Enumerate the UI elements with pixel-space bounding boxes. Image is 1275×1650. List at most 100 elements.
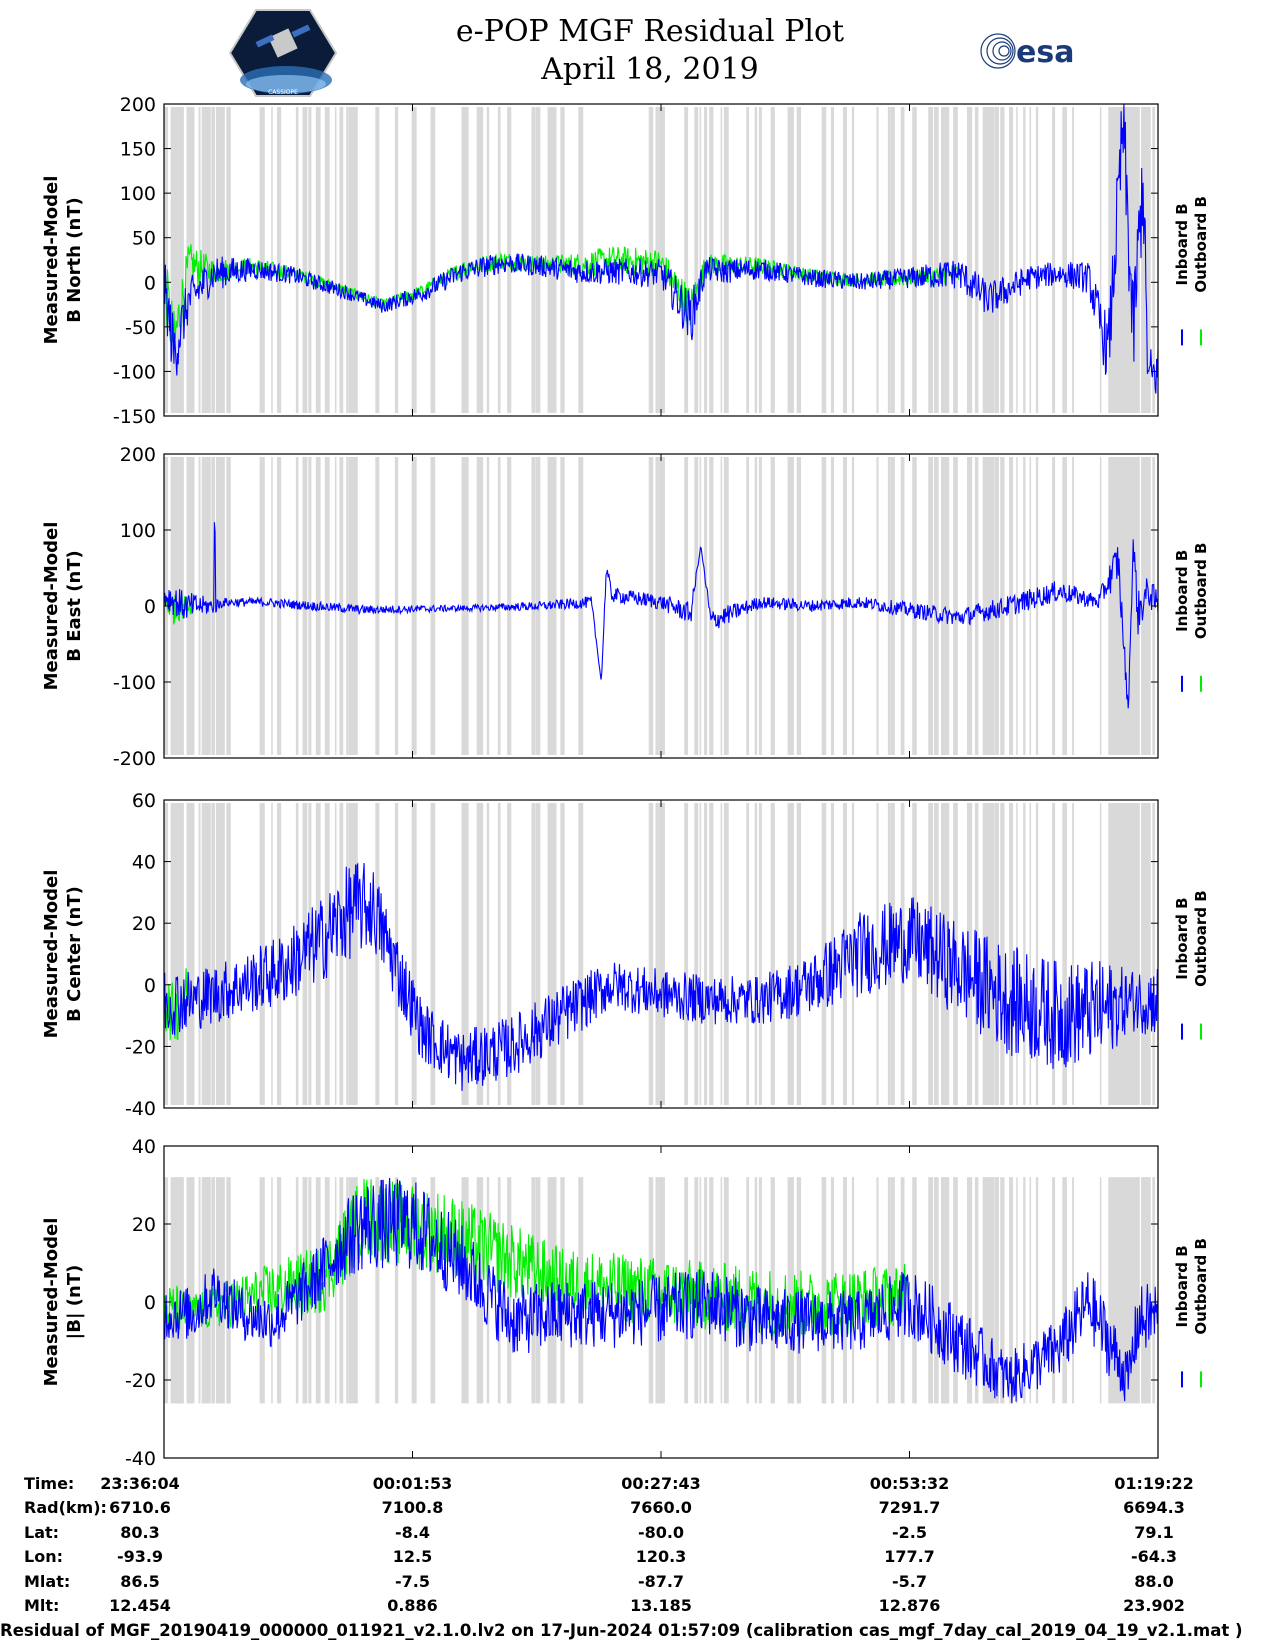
data-gap-band — [430, 803, 436, 1105]
data-gap-band — [334, 107, 337, 413]
data-gap-band — [796, 107, 800, 413]
y-tick-label: -40 — [125, 1098, 156, 1120]
y-axis-label: |B| (nT) — [64, 1265, 85, 1340]
data-gap-band — [348, 1177, 352, 1404]
legend: Inboard B Outboard B — [1173, 196, 1210, 346]
data-gap-band — [271, 107, 273, 413]
data-gap-band — [346, 107, 349, 413]
data-gap-band — [315, 457, 321, 755]
data-gap-band — [686, 457, 689, 755]
data-gap-band — [694, 457, 699, 755]
info-cell: 00:01:53 — [372, 1474, 453, 1493]
data-gap-band — [1029, 457, 1032, 755]
data-gap-band — [277, 107, 282, 413]
page-subtitle-date: April 18, 2019 — [541, 52, 759, 87]
data-gap-band — [578, 107, 584, 413]
info-cell: -80.0 — [637, 1522, 685, 1542]
data-gap-band — [430, 1177, 436, 1404]
data-gap-band — [201, 457, 207, 755]
data-gap-band — [686, 107, 689, 413]
data-gap-band — [211, 803, 214, 1105]
data-gap-band — [176, 1177, 181, 1404]
data-gap-band — [164, 803, 168, 1105]
data-gap-band — [463, 107, 467, 413]
info-row-label: Mlat: — [24, 1571, 71, 1591]
data-gap-band — [354, 107, 357, 413]
data-gap-band — [1052, 457, 1056, 755]
y-tick-label: 20 — [132, 1214, 156, 1236]
data-gap-band — [1062, 1177, 1067, 1404]
data-gap-band — [198, 803, 201, 1105]
y-tick-label: -20 — [125, 1370, 156, 1392]
info-cell: 6694.3 — [1123, 1498, 1185, 1518]
data-gap-band — [798, 1177, 802, 1404]
data-gap-band — [900, 457, 905, 755]
data-gap-band — [928, 457, 933, 755]
data-gap-band — [173, 803, 176, 1105]
data-gap-band — [560, 803, 565, 1105]
data-gap-band — [1035, 803, 1039, 1105]
data-gap-band — [1152, 1177, 1156, 1404]
data-gap-band — [190, 803, 195, 1105]
y-tick-label: -100 — [113, 361, 156, 383]
data-gap-band — [788, 1177, 794, 1404]
data-gap-band — [723, 457, 729, 755]
info-cell: -87.7 — [637, 1571, 685, 1591]
cassiope-logo-text: CASSIOPE — [268, 89, 298, 96]
data-gap-band — [1009, 1177, 1013, 1404]
footer-caption: Residual of MGF_20190419_000000_011921_v… — [0, 1621, 1243, 1640]
data-gap-band — [302, 1177, 305, 1404]
info-cell: 7291.7 — [878, 1498, 941, 1518]
data-gap-band — [887, 457, 891, 755]
data-gap-band — [1009, 803, 1013, 1105]
data-gap-band — [1137, 107, 1140, 413]
data-gap-band — [507, 803, 512, 1105]
legend-label: Inboard B — [1173, 897, 1191, 979]
data-gap-band — [1137, 803, 1140, 1105]
data-gap-band — [704, 457, 708, 755]
data-gap-band — [944, 803, 950, 1105]
data-gap-band — [304, 107, 307, 413]
data-gap-band — [394, 1177, 399, 1404]
data-gap-band — [346, 1177, 349, 1404]
info-cell: 80.3 — [120, 1522, 160, 1542]
data-gap-band — [1108, 457, 1139, 755]
data-gap-band — [754, 803, 758, 1105]
data-gap-band — [684, 107, 688, 413]
data-gap-band — [259, 107, 263, 413]
data-gap-band — [302, 803, 305, 1105]
data-gap-band — [355, 1177, 358, 1404]
data-gap-band — [222, 1177, 225, 1404]
y-axis-label: B North (nT) — [64, 197, 85, 323]
data-gap-band — [218, 1177, 224, 1404]
data-gap-band — [746, 1177, 750, 1404]
data-gap-band — [660, 1177, 665, 1404]
data-gap-band — [325, 107, 330, 413]
data-gap-band — [723, 803, 729, 1105]
data-gap-band — [830, 803, 835, 1105]
data-gap-band — [954, 1177, 958, 1404]
data-gap-band — [890, 107, 895, 413]
data-gap-band — [308, 107, 312, 413]
data-gap-band — [170, 803, 174, 1105]
data-gap-band — [1141, 107, 1149, 413]
data-gap-band — [477, 803, 482, 1105]
data-gap-band — [346, 803, 349, 1105]
data-gap-band — [479, 457, 484, 755]
data-gap-band — [218, 803, 224, 1105]
data-gap-band — [966, 457, 972, 755]
data-gap-band — [974, 107, 979, 413]
legend-label: Inboard B — [1173, 203, 1191, 285]
data-gap-band — [411, 803, 415, 1105]
series-inboard-b — [163, 1177, 1159, 1404]
data-gap-band — [560, 107, 565, 413]
data-gap-band — [890, 803, 895, 1105]
data-gap-band — [222, 803, 225, 1105]
data-gap-band — [656, 107, 658, 413]
data-gap-band — [1137, 1177, 1140, 1404]
y-tick-label: 50 — [132, 228, 156, 250]
data-gap-band — [912, 803, 916, 1105]
data-gap-band — [720, 1177, 723, 1404]
y-tick-label: 100 — [120, 183, 156, 205]
data-gap-band — [394, 107, 399, 413]
